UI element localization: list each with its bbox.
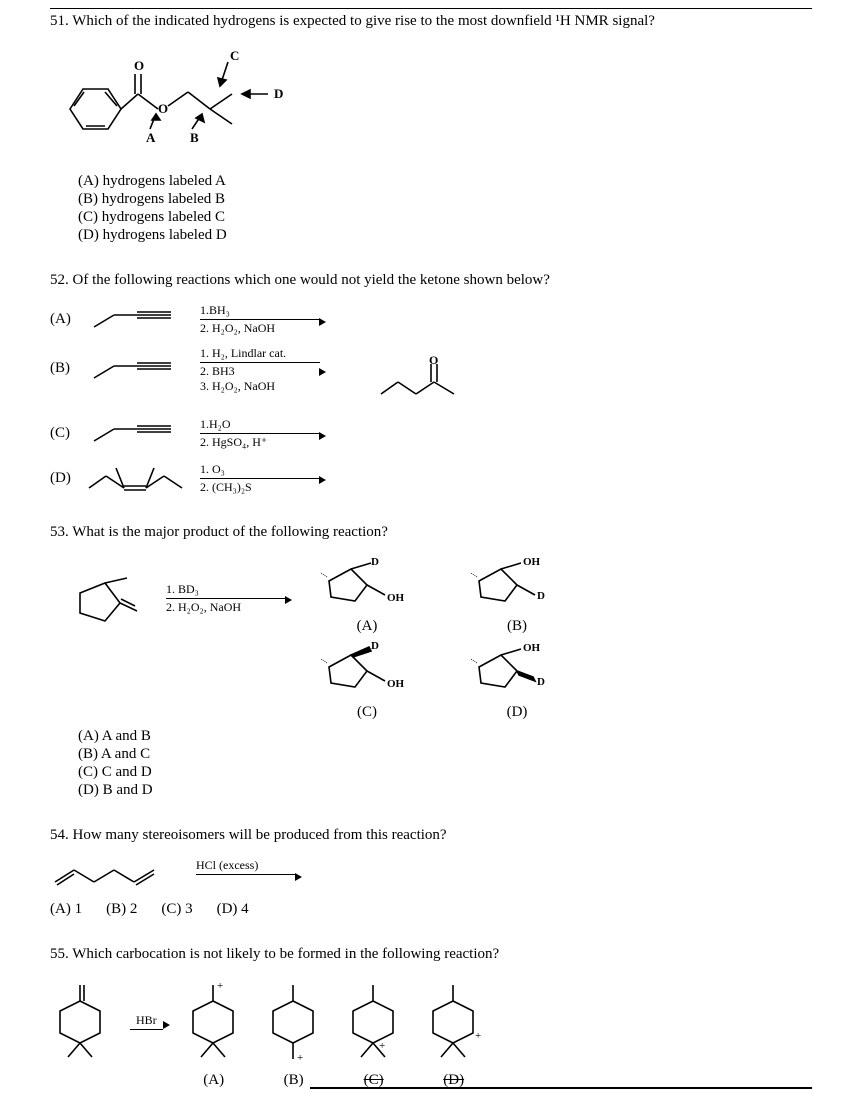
q53-products: D OH (A) D OH (B) — [312, 555, 572, 727]
svg-text:O: O — [134, 58, 144, 73]
q51-text: 51. Which of the indicated hydrogens is … — [50, 13, 812, 30]
question-52: 52. Of the following reactions which one… — [50, 272, 812, 496]
svg-text:+: + — [217, 980, 223, 992]
alkyne-icon — [84, 305, 194, 335]
svg-text:D: D — [537, 590, 545, 602]
svg-text:O: O — [158, 101, 168, 116]
q51-opt-b: (B) hydrogens labeled B — [78, 191, 812, 208]
svg-text:OH: OH — [523, 642, 541, 654]
svg-text:+: + — [475, 1030, 481, 1042]
svg-text:D: D — [537, 676, 545, 688]
alkene-icon — [84, 460, 194, 496]
q53-prod-c: D OH (C) — [312, 641, 422, 721]
q54-opt-c: (C) 3 — [161, 901, 192, 918]
q51-opt-a: (A) hydrogens labeled A — [78, 173, 812, 190]
q54-reaction: HCl (excess) — [50, 858, 812, 891]
q55-prod-d: + (D) — [423, 977, 485, 1089]
q54-opt-b: (B) 2 — [106, 901, 137, 918]
q53-prod-a: D OH (A) — [312, 555, 422, 635]
q51-opt-d: (D) hydrogens labeled D — [78, 227, 812, 244]
q52-row-a: (A) 1.BH₃ 2. H₂O₂, NaOH — [50, 303, 812, 336]
ketone-product-icon: O — [376, 346, 466, 407]
reaction-arrow: 1. H₂, Lindlar cat. 2. BH3 3. H₂O₂, NaOH — [200, 346, 320, 394]
q54-opt-d: (D) 4 — [217, 901, 249, 918]
question-54: 54. How many stereoisomers will be produ… — [50, 827, 812, 918]
q53-opt-b: (B) A and C — [78, 746, 812, 763]
cyclopentene-icon — [50, 573, 160, 623]
q53-prod-b: D OH (B) — [462, 555, 572, 635]
svg-text:OH: OH — [387, 678, 405, 690]
q52-text: 52. Of the following reactions which one… — [50, 272, 812, 289]
svg-text:OH: OH — [387, 592, 405, 604]
q53-opt-a: (A) A and B — [78, 728, 812, 745]
q54-opt-a: (A) 1 — [50, 901, 82, 918]
reaction-arrow: 1. O₃ 2. (CH₃)₂S — [200, 462, 320, 495]
q53-reaction: 1. BD₃ 2. H₂O₂, NaOH — [50, 573, 292, 623]
reaction-arrow: HCl (excess) — [196, 858, 296, 891]
svg-text:D: D — [274, 86, 283, 101]
svg-text:A: A — [146, 130, 156, 145]
question-55: 55. Which carbocation is not likely to b… — [50, 946, 812, 1089]
q53-text: 53. What is the major product of the fol… — [50, 524, 812, 541]
q51-structure: O O A B C D — [50, 44, 812, 159]
q51-options: (A) hydrogens labeled A (B) hydrogens la… — [78, 173, 812, 244]
q52-row-c: (C) 1.H₂O 2. HgSO₄, H⁺ — [50, 417, 812, 450]
q53-options: (A) A and B (B) A and C (C) C and D (D) … — [78, 728, 812, 799]
diene-icon — [50, 860, 190, 890]
q55-prod-a: + (A) — [183, 977, 245, 1089]
q55-products: + (A) + (B) + (C) — [183, 977, 485, 1089]
alkyne-icon — [84, 346, 194, 386]
svg-text:+: + — [379, 1040, 385, 1052]
q55-prod-c: + (C) — [343, 977, 405, 1089]
q54-options: (A) 1 (B) 2 (C) 3 (D) 4 — [50, 901, 812, 918]
q55-reagent: HBr — [130, 977, 163, 1030]
reaction-arrow: 1.BH₃ 2. H₂O₂, NaOH — [200, 303, 320, 336]
question-51: 51. Which of the indicated hydrogens is … — [50, 13, 812, 244]
reaction-arrow: 1.H₂O 2. HgSO₄, H⁺ — [200, 417, 320, 450]
svg-text:+: + — [297, 1052, 303, 1064]
q52-row-d: (D) 1. O₃ 2. (CH₃)₂S — [50, 460, 812, 496]
q55-start-icon — [50, 977, 120, 1072]
reaction-arrow: 1. BD₃ 2. H₂O₂, NaOH — [166, 582, 286, 615]
svg-text:C: C — [230, 48, 239, 63]
q53-prod-d: D OH (D) — [462, 641, 572, 721]
q51-opt-c: (C) hydrogens labeled C — [78, 209, 812, 226]
svg-text:O: O — [429, 353, 438, 367]
q55-prod-b: + (B) — [263, 977, 325, 1089]
q54-text: 54. How many stereoisomers will be produ… — [50, 827, 812, 844]
svg-text:D: D — [371, 641, 379, 652]
svg-text:D: D — [371, 556, 379, 568]
q55-text: 55. Which carbocation is not likely to b… — [50, 946, 812, 963]
svg-text:OH: OH — [523, 556, 541, 568]
q53-opt-c: (C) C and D — [78, 764, 812, 781]
q53-opt-d: (D) B and D — [78, 782, 812, 799]
svg-text:B: B — [190, 130, 199, 145]
question-53: 53. What is the major product of the fol… — [50, 524, 812, 799]
q52-row-b: (B) 1. H₂, Lindlar cat. 2. BH3 3. H₂O₂, … — [50, 346, 812, 407]
alkyne-icon — [84, 419, 194, 449]
